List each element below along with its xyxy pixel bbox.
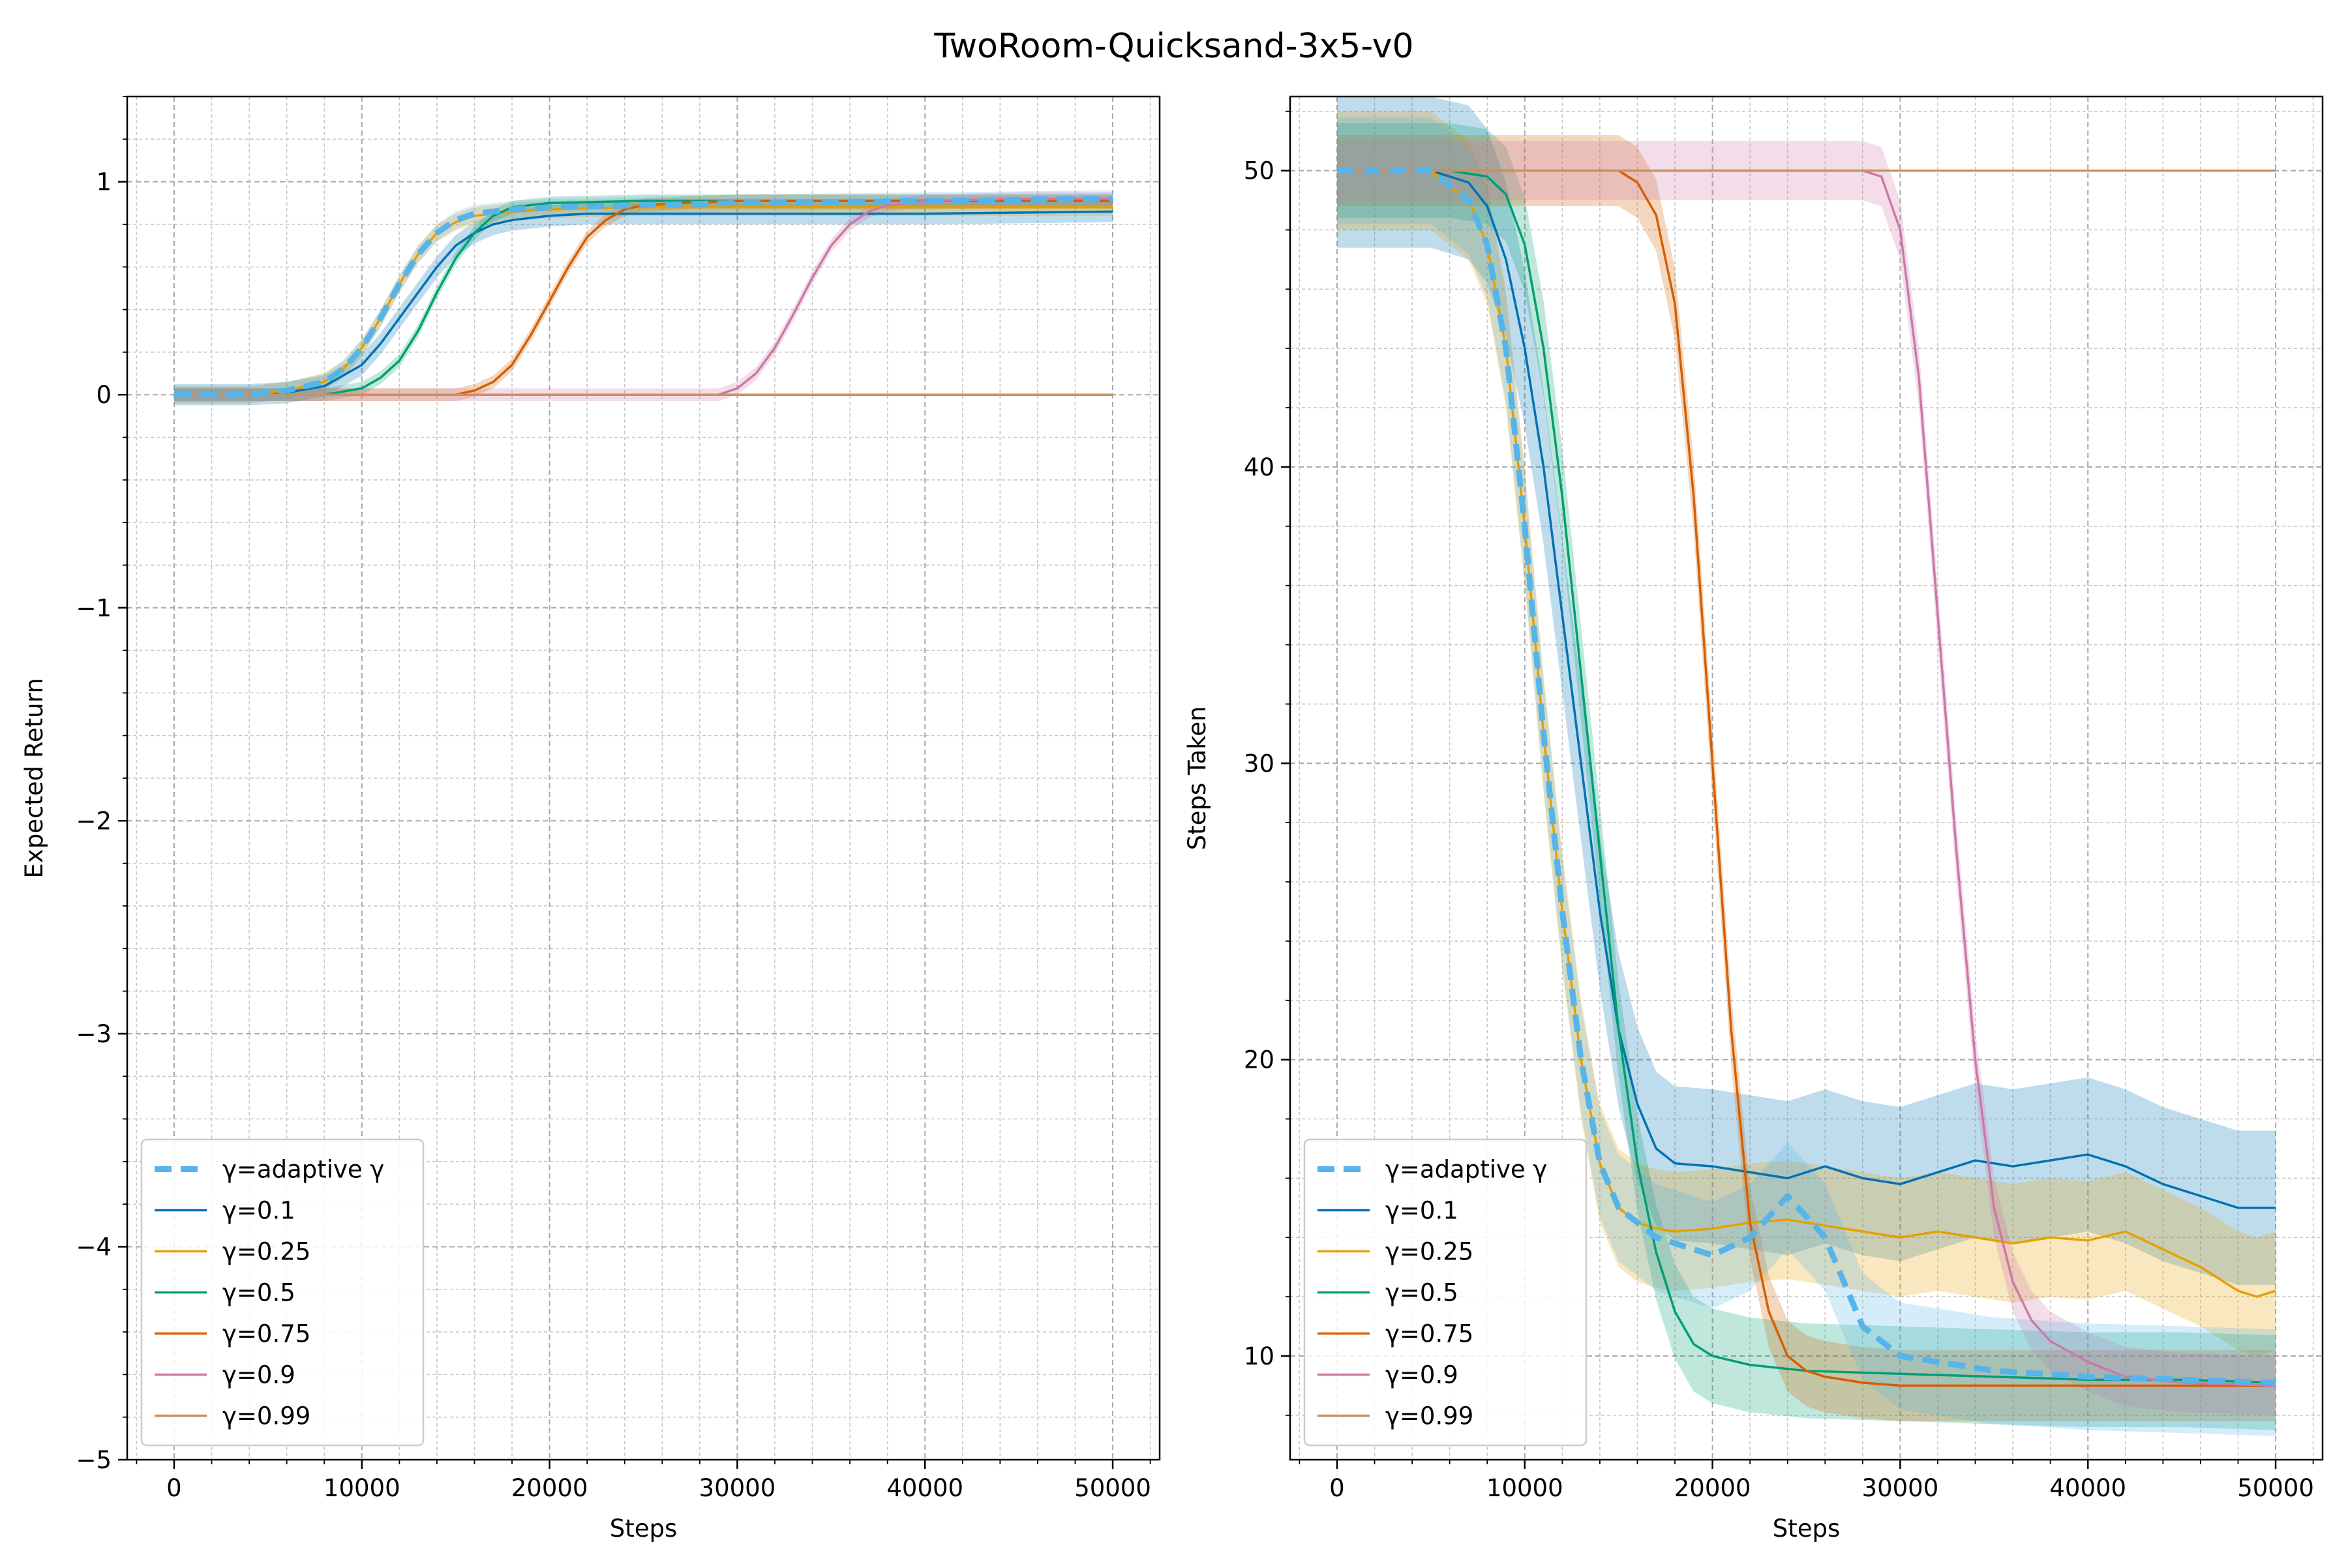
x-tick-label: 40000 [2049,1474,2126,1502]
legend-label: γ=0.25 [1385,1238,1473,1266]
y-tick-label: 10 [1244,1342,1274,1370]
x-tick-label: 30000 [1862,1474,1939,1502]
expected-return-chart: 0 10000 20000 30000 40000 50000 −5 −4 −3 −2 −1 0 1 St… [20,95,1161,1543]
series-line-g05 [173,200,1113,396]
legend-label: γ=0.5 [222,1279,295,1307]
y-tick-label: −5 [76,1446,112,1474]
legend-item: γ=0.99 [1317,1402,1473,1430]
x-tick-label: 30000 [699,1474,776,1502]
y-tick-label: 1 [96,168,112,196]
legend-item: γ=0.1 [155,1197,295,1225]
series-line-g01 [173,210,1113,396]
y-tick-label: 20 [1244,1046,1274,1074]
legend-label: γ=0.1 [222,1197,295,1225]
legend-item: γ=0.9 [155,1361,295,1389]
x-tick-label: 40000 [886,1474,963,1502]
legend-item: γ=0.5 [1317,1279,1458,1307]
series-line-adaptive [173,196,1113,398]
legend-item: γ=0.1 [1317,1197,1458,1225]
legend-label: γ=0.1 [1385,1197,1458,1225]
band-g01 [1336,97,2276,1285]
y-tick-label: 30 [1244,749,1274,777]
legend-item: γ=0.5 [155,1279,295,1307]
series-line-g075 [1336,169,2276,1387]
legend-label: γ=0.75 [1385,1320,1473,1348]
y-tick-label: −2 [76,807,112,835]
series-lines [1336,168,2276,1387]
legend: γ=adaptive γ γ=0.1 γ=0.25 γ=0.5 γ=0.75 γ=0.9 γ… [140,1138,425,1447]
legend-item: γ=0.9 [1317,1361,1458,1389]
x-tick-label: 20000 [511,1474,588,1502]
legend-item: γ=0.75 [1317,1320,1473,1348]
legend-item: γ=0.99 [155,1402,310,1430]
y-axis-label: Steps Taken [1183,706,1211,851]
x-tick-label: 10000 [1486,1474,1563,1502]
legend-item: γ=0.25 [1317,1238,1473,1266]
x-tick-label: 0 [166,1474,182,1502]
y-tick-label: 50 [1244,157,1274,185]
ticks: 0 10000 20000 30000 40000 50000 10 20 30 40 50 [1244,110,2314,1502]
figure-title: TwoRoom-Quicksand-3x5-v0 [933,27,1413,66]
x-tick-label: 0 [1329,1474,1345,1502]
legend-label: γ=0.25 [222,1238,310,1266]
series-lines [173,196,1113,398]
confidence-bands [173,190,1113,406]
steps-taken-chart: 0 10000 20000 30000 40000 50000 10 20 30 40 50 Step… [1183,95,2324,1543]
band-g01 [173,201,1113,406]
series-line-g075 [173,200,1113,396]
legend-label: γ=0.9 [222,1361,295,1389]
band-g075 [173,194,1113,401]
x-tick-label: 10000 [324,1474,400,1502]
y-tick-label: 0 [96,381,112,409]
legend-label: γ=0.99 [1385,1402,1473,1430]
legend-item: γ=0.75 [155,1320,310,1348]
legend: γ=adaptive γ γ=0.1 γ=0.25 γ=0.5 γ=0.75 γ=0.9 γ… [1303,1138,1588,1447]
band-g025 [1336,111,2276,1356]
legend-label: γ=0.9 [1385,1361,1458,1389]
x-tick-label: 20000 [1674,1474,1751,1502]
x-axis-label: Steps [1773,1515,1841,1543]
series-line-adaptive [1336,168,2276,1386]
legend-label: γ=0.75 [222,1320,310,1348]
series-line-g025 [173,206,1113,396]
series-line-g01 [1336,169,2276,1209]
band-g025 [173,198,1113,404]
axes-frame [1289,95,2324,1461]
legend-item: γ=adaptive γ [1317,1156,1547,1184]
legend-item: γ=0.25 [155,1238,310,1266]
legend-box [140,1138,425,1447]
x-axis-label: Steps [610,1515,678,1543]
y-tick-label: −3 [76,1020,112,1048]
plot-area [173,190,1113,406]
x-tick-label: 50000 [1074,1474,1151,1502]
y-tick-label: 40 [1244,453,1274,481]
grid [127,96,1160,1460]
legend-label: γ=adaptive γ [222,1156,384,1184]
series-line-g09 [1336,169,2276,1387]
legend-item: γ=adaptive γ [155,1156,384,1184]
series-line-g05 [1336,169,2276,1384]
legend-label: γ=0.99 [222,1402,310,1430]
legend-label: γ=adaptive γ [1385,1156,1547,1184]
y-tick-label: −4 [76,1233,112,1261]
y-axis-label: Expected Return [20,678,48,878]
legend-label: γ=0.5 [1385,1279,1458,1307]
x-tick-label: 50000 [2237,1474,2314,1502]
legend-box [1303,1138,1588,1447]
plot-area [1336,97,2276,1436]
y-tick-label: −1 [76,594,112,622]
ticks: 0 10000 20000 30000 40000 50000 −5 −4 −3 −2 −1 0 1 [76,96,1151,1502]
series-line-g09 [173,198,1113,396]
band-g05 [173,194,1113,401]
